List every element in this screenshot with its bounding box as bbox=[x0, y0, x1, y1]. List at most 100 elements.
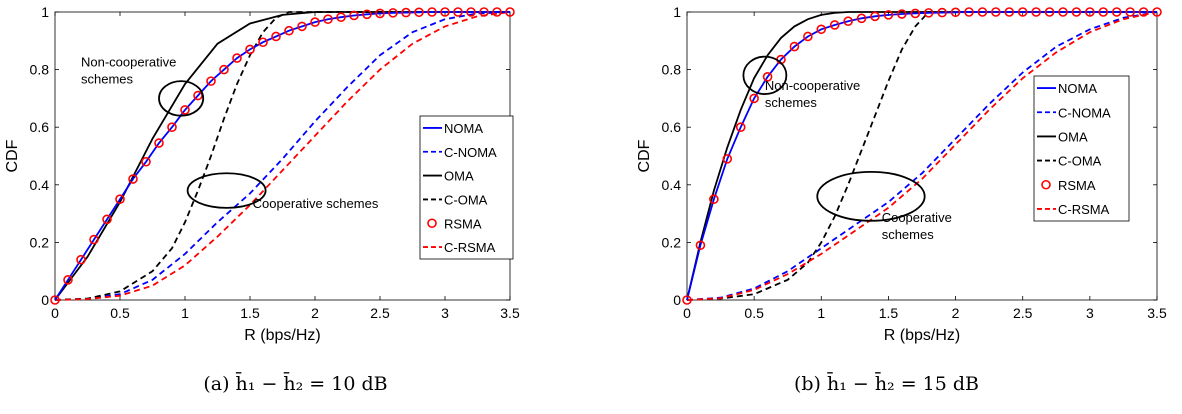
chart-b-xtick-label: 0.5 bbox=[744, 305, 764, 321]
caption-a-label: (a) bbox=[203, 373, 230, 395]
chart-a-rsma-marker bbox=[232, 53, 242, 63]
chart-a-legend-label: RSMA bbox=[444, 216, 482, 231]
chart-a-ytick-label: 0 bbox=[41, 292, 49, 308]
chart-b-xtick-label: 2.5 bbox=[1013, 305, 1033, 321]
chart-b-annotation-text: Non-cooperative bbox=[765, 78, 860, 93]
chart-a-rsma-marker bbox=[219, 64, 229, 75]
chart-b-rsma-marker bbox=[682, 295, 692, 305]
chart-b-rsma-marker bbox=[1017, 7, 1028, 17]
chart-b-c-oma-line bbox=[686, 11, 1157, 301]
chart-b-rsma-marker bbox=[695, 240, 706, 251]
chart-a-ytick-label: 0.4 bbox=[30, 177, 50, 193]
chart-b-rsma-marker bbox=[1031, 7, 1041, 17]
chart-a-annotation-text: Non-cooperative bbox=[81, 55, 176, 70]
chart-a-oma-line bbox=[54, 11, 510, 301]
chart-a-rsma-marker bbox=[284, 25, 294, 36]
chart-a-rsma-marker bbox=[128, 174, 138, 184]
chart-b-rsma-marker bbox=[789, 41, 800, 52]
chart-a-rsma-marker bbox=[388, 8, 398, 18]
chart-a-rsma-marker bbox=[505, 7, 515, 17]
chart-b-xtick-label: 1.5 bbox=[879, 305, 899, 321]
caption-b: (b) h̄₁ − h̄₂ = 15 dB bbox=[591, 373, 1182, 395]
chart-b-rsma-marker bbox=[1111, 7, 1122, 17]
chart-a-xtick-label: 2 bbox=[311, 305, 319, 321]
caption-b-label: (b) bbox=[793, 373, 821, 395]
chart-panel-a: 0 0.5 1 1.5 2 2.5 3 3.5 0 0.2 0.4 0.6 0.8 1 R (bps/Hz)… bbox=[0, 4, 591, 395]
chart-a-ytick-label: 0.6 bbox=[30, 119, 50, 135]
chart-b-rsma-marker bbox=[964, 7, 974, 17]
chart-a-rsma-marker bbox=[336, 12, 346, 22]
chart-b-xtick-label: 3.5 bbox=[1147, 305, 1167, 321]
chart-a-annotation-text: Cooperative schemes bbox=[253, 196, 379, 211]
chart-b-rsma-marker bbox=[749, 93, 759, 104]
chart-b-xtick-label: 0 bbox=[683, 305, 691, 321]
chart-a-xtick-label: 1 bbox=[181, 305, 189, 321]
chart-a-legend-label: C-RSMA bbox=[444, 240, 496, 255]
chart-a-rsma-marker bbox=[258, 37, 268, 48]
chart-a-rsma-marker bbox=[76, 254, 86, 265]
chart-a-xtick-label: 1.5 bbox=[240, 305, 260, 321]
chart-b-ytick-label: 0 bbox=[673, 292, 681, 308]
chart-a-rsma-marker bbox=[401, 7, 411, 18]
chart-a-legend-label: C-OMA bbox=[444, 192, 488, 207]
chart-b-rsma-marker bbox=[977, 7, 988, 17]
chart-b-rsma-marker bbox=[1044, 7, 1055, 17]
chart-b-rsma-marker bbox=[910, 8, 921, 19]
chart-b-rsma-marker bbox=[816, 24, 827, 35]
caption-a: (a) h̄₁ − h̄₂ = 10 dB bbox=[0, 373, 591, 395]
chart-b-rsma-marker bbox=[950, 7, 961, 18]
chart-a-legend-label: OMA bbox=[444, 169, 474, 184]
chart-a-svg: 0 0.5 1 1.5 2 2.5 3 3.5 0 0.2 0.4 0.6 0.8 1 R (bps/Hz)… bbox=[4, 4, 520, 344]
chart-a-rsma-marker bbox=[362, 9, 372, 20]
chart-b-xtick-label: 3 bbox=[1086, 305, 1094, 321]
chart-a-rsma-marker bbox=[323, 14, 333, 25]
chart-a-legend-label: NOMA bbox=[444, 121, 483, 136]
chart-b-c-noma-line bbox=[686, 11, 1158, 301]
chart-a-rsma-marker bbox=[102, 214, 112, 225]
chart-a-c-oma-line bbox=[54, 11, 510, 301]
chart-b-svg: 0 0.5 1 1.5 2 2.5 3 3.5 0 0.2 0.4 0.6 0.8 1 R (bps/Hz)… bbox=[636, 4, 1167, 344]
chart-b-rsma-marker bbox=[937, 7, 947, 18]
chart-b-rsma-marker bbox=[735, 122, 746, 132]
chart-b-rsma-marker bbox=[1152, 7, 1162, 17]
chart-a-xtick-label: 2.5 bbox=[370, 305, 390, 321]
chart-a-xtick-label: 3.5 bbox=[500, 305, 520, 321]
chart-b-annotation-text: Cooperative bbox=[882, 210, 952, 225]
chart-b-rsma-marker bbox=[709, 194, 719, 204]
chart-b-ytick-label: 1 bbox=[673, 4, 681, 20]
chart-a-rsma-marker bbox=[180, 105, 190, 115]
chart-a-ytick-label: 1 bbox=[41, 4, 49, 20]
chart-b-rsma-marker bbox=[1098, 7, 1109, 17]
chart-a-rsma-marker bbox=[63, 275, 73, 285]
chart-b-legend-label: NOMA bbox=[1058, 81, 1097, 96]
chart-b-rsma-marker bbox=[883, 10, 894, 20]
chart-panel-b: 0 0.5 1 1.5 2 2.5 3 3.5 0 0.2 0.4 0.6 0.8 1 R (bps/Hz)… bbox=[591, 0, 1182, 414]
chart-b-rsma-marker bbox=[870, 11, 880, 22]
chart-a-rsma-marker bbox=[466, 7, 476, 17]
chart-a-rsma-marker bbox=[440, 7, 450, 17]
chart-a-rsma-marker bbox=[310, 17, 320, 27]
chart-a-legend-swatch bbox=[427, 218, 437, 229]
chart-a-rsma-marker bbox=[89, 234, 99, 245]
chart-b-rsma-marker bbox=[897, 9, 907, 19]
chart-a-ytick-label: 0.2 bbox=[30, 234, 50, 250]
chart-b-rsma-marker bbox=[1004, 7, 1015, 17]
chart-a-rsma-marker bbox=[492, 7, 502, 17]
chart-a-legend-box bbox=[419, 115, 514, 260]
chart-b-ytick-label: 0.8 bbox=[662, 62, 682, 78]
chart-b-legend-swatch bbox=[1041, 179, 1051, 190]
chart-b-rsma-marker bbox=[991, 7, 1001, 17]
chart-b-ytick-label: 0.4 bbox=[662, 177, 682, 193]
chart-b-ytick-label: 0.2 bbox=[662, 234, 682, 250]
chart-b-rsma-marker bbox=[843, 16, 853, 27]
chart-b-c-rsma-line bbox=[686, 11, 1158, 301]
chart-b-xtick-label: 2 bbox=[952, 305, 960, 321]
chart-b-ylabel: CDF bbox=[636, 139, 653, 172]
chart-b-rsma-marker bbox=[722, 154, 733, 164]
chart-b-annotation-text: schemes bbox=[765, 95, 818, 110]
chart-b-legend-label: C-RSMA bbox=[1058, 202, 1110, 217]
chart-a-rsma-marker bbox=[50, 295, 60, 305]
chart-b-rsma-marker bbox=[1125, 7, 1135, 17]
chart-b-rsma-marker bbox=[1071, 7, 1082, 17]
chart-b-rsma-marker bbox=[829, 20, 840, 30]
